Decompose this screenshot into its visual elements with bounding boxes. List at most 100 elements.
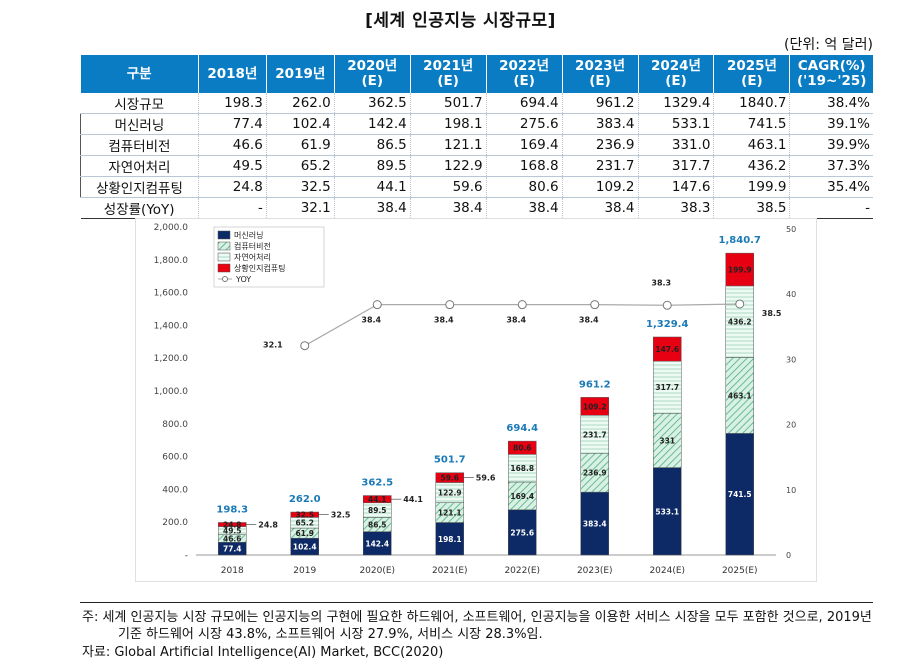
table-cell: - xyxy=(197,197,267,219)
table-cell: 32.5 xyxy=(265,176,335,198)
table-cell: 121.1 xyxy=(409,134,487,156)
legend-box xyxy=(213,226,325,288)
bar-value-label: 102.4 xyxy=(293,543,317,552)
yoy-point xyxy=(372,300,382,310)
table-cell: 436.2 xyxy=(713,155,790,177)
page-title: [세계 인공지능 시장규모] xyxy=(365,11,556,31)
bar-total-label: 198.3 xyxy=(216,504,248,515)
header-cell: 2023년(E) xyxy=(561,55,639,93)
row-label: 머신러닝 xyxy=(80,113,199,135)
legend-label: 상황인지컴퓨팅 xyxy=(234,263,286,273)
table-cell: 262.0 xyxy=(265,93,335,114)
table-cell: 122.9 xyxy=(409,155,487,177)
y2-tick-label: 10 xyxy=(786,486,796,495)
table-cell: 38.4 xyxy=(333,197,411,219)
side-value-label: 32.5 xyxy=(331,511,351,520)
table-cell: 147.6 xyxy=(637,176,714,198)
x-tick-label: 2019 xyxy=(293,566,316,576)
bar-value-label: 331 xyxy=(659,436,675,445)
table-cell: 961.2 xyxy=(561,93,639,114)
bar-value-label: 59.6 xyxy=(440,474,459,483)
table-cell: 533.1 xyxy=(637,113,714,135)
table-cell: 198.3 xyxy=(197,93,267,114)
header-cell: 2024년(E) xyxy=(637,55,714,93)
bar-value-label: 32.5 xyxy=(295,511,314,520)
y-tick-label: 200.0 xyxy=(162,518,188,528)
bar-total-label: 362.5 xyxy=(361,478,393,489)
bar-value-label: 24.8 xyxy=(223,521,242,530)
row-label: 성장률(YoY) xyxy=(80,197,199,219)
header-cell: 구분 xyxy=(80,55,199,93)
yoy-point xyxy=(590,300,600,310)
table-cell: 168.8 xyxy=(485,155,563,177)
header-cell: 2020년(E) xyxy=(333,55,411,93)
table-cell: 198.1 xyxy=(409,113,487,135)
bar-value-label: 436.2 xyxy=(728,318,752,327)
yoy-value-label: 38.4 xyxy=(361,316,381,325)
table-cell: 89.5 xyxy=(333,155,411,177)
yoy-value-label: 38.4 xyxy=(579,316,599,325)
table-cell: 38.4 xyxy=(561,197,639,219)
table-cell: 46.6 xyxy=(197,134,267,156)
bar-segment xyxy=(725,252,754,287)
row-label: 상황인지컴퓨팅 xyxy=(80,176,199,198)
x-tick-label: 2024(E) xyxy=(649,566,685,576)
yoy-point xyxy=(445,300,455,310)
header-cell: 2018년 xyxy=(197,55,267,93)
legend-swatch xyxy=(217,230,231,240)
table-row: 시장규모 198.3 262.0 362.5 501.7 694.4 961.2 1329.4… xyxy=(80,93,873,114)
bar-value-label: 86.5 xyxy=(368,521,387,530)
table-cell: 38.4% xyxy=(789,93,873,114)
stacked-bar-chart: 2,000.0 1,800.0 1,600.0 1,400.0 1,200.0 1,000… xyxy=(154,223,797,576)
y-tick-label: 800.0 xyxy=(162,420,188,430)
legend-label: 컴퓨터비전 xyxy=(234,241,271,251)
yoy-value-label: 38.5 xyxy=(762,309,782,318)
bar-value-label: 142.4 xyxy=(365,539,389,548)
bar-value-label: 383.4 xyxy=(583,520,607,529)
bar-segment xyxy=(653,336,682,362)
bar-value-label: 169.4 xyxy=(510,492,534,501)
table-cell: 86.5 xyxy=(333,134,411,156)
bar-segment xyxy=(653,413,682,468)
x-tick-label: 2018 xyxy=(221,566,244,576)
bar-segment xyxy=(435,522,464,556)
table-cell: 142.4 xyxy=(333,113,411,135)
table-header-row: 구분 2018년 2019년 2020년(E) 2021년(E) 2022년(E… xyxy=(80,55,873,93)
side-value-label: 59.6 xyxy=(476,474,496,483)
yoy-point xyxy=(300,341,310,351)
bar-value-label: 44.1 xyxy=(368,495,387,504)
y2-tick-label: 50 xyxy=(786,225,796,234)
source-line: 자료: Global Artificial Intelligence(AI) M… xyxy=(82,645,444,660)
row-label: 시장규모 xyxy=(80,93,199,114)
table-cell: 37.3% xyxy=(789,155,873,177)
table-cell: 236.9 xyxy=(561,134,639,156)
table-cell: 49.5 xyxy=(197,155,267,177)
bar-value-label: 533.1 xyxy=(655,507,679,516)
table-cell: 65.2 xyxy=(265,155,335,177)
table-cell: 77.4 xyxy=(197,113,267,135)
bar-segment xyxy=(508,454,537,483)
note-divider xyxy=(80,602,873,603)
yoy-point xyxy=(662,300,672,310)
legend-label: 머신러닝 xyxy=(234,230,263,240)
legend-swatch xyxy=(217,241,231,251)
bar-value-label: 147.6 xyxy=(655,345,679,354)
table-cell: 80.6 xyxy=(485,176,563,198)
table-cell: 38.4 xyxy=(485,197,563,219)
legend-swatch xyxy=(217,263,231,273)
legend-swatch xyxy=(217,252,231,262)
side-value-label: 44.1 xyxy=(403,495,423,504)
legend-marker xyxy=(222,276,228,282)
table-cell: - xyxy=(789,197,873,219)
table-cell: 331.0 xyxy=(637,134,714,156)
bar-total-label: 262.0 xyxy=(289,494,321,505)
bar-value-label: 317.7 xyxy=(655,383,679,392)
header-cell: 2022년(E) xyxy=(485,55,563,93)
bar-total-label: 501.7 xyxy=(434,455,466,466)
table-cell: 109.2 xyxy=(561,176,639,198)
bar-value-label: 199.9 xyxy=(728,266,752,275)
bar-value-label: 109.2 xyxy=(583,402,607,411)
table-cell: 61.9 xyxy=(265,134,335,156)
x-tick-label: 2022(E) xyxy=(504,566,540,576)
x-tick-label: 2020(E) xyxy=(359,566,395,576)
